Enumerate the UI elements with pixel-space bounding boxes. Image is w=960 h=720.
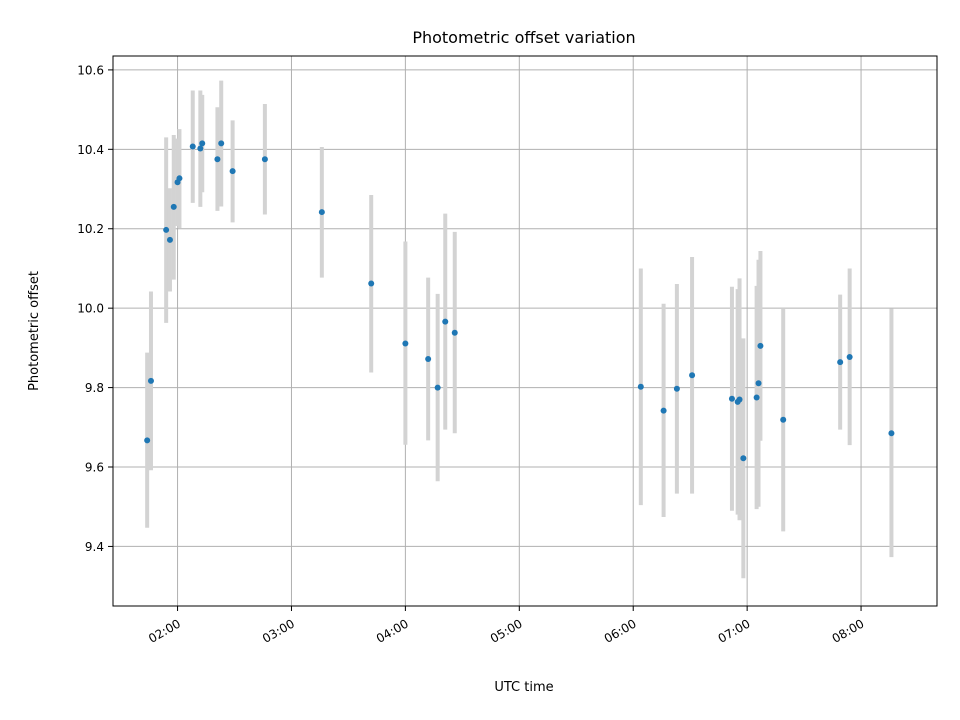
data-point — [637, 383, 644, 390]
data-point — [218, 140, 225, 147]
data-point — [176, 175, 183, 182]
data-point — [757, 342, 764, 349]
y-axis-label: Photometric offset — [27, 271, 42, 391]
plot-frame — [112, 55, 938, 607]
data-point — [144, 437, 151, 444]
data-point — [740, 455, 747, 462]
y-tick-label: 10.2 — [77, 222, 104, 236]
data-point — [199, 140, 206, 147]
data-point — [425, 355, 432, 362]
x-axis-label: UTC time — [494, 680, 553, 695]
y-tick-label: 9.4 — [85, 540, 104, 554]
y-tick-label: 10.0 — [77, 302, 104, 316]
data-point — [673, 385, 680, 392]
data-point — [163, 226, 170, 233]
data-point — [442, 318, 449, 325]
data-point — [888, 430, 895, 437]
data-point — [318, 209, 325, 216]
y-tick-label: 9.6 — [85, 461, 104, 475]
y-tick-label: 10.6 — [77, 63, 104, 77]
data-point — [368, 280, 375, 287]
data-point — [753, 394, 760, 401]
data-point — [229, 168, 236, 175]
data-point — [780, 416, 787, 423]
data-point — [170, 203, 177, 210]
data-point — [402, 340, 409, 347]
data-point — [451, 329, 458, 336]
data-point — [166, 236, 173, 243]
data-point — [434, 384, 441, 391]
data-point — [214, 156, 221, 163]
data-point — [837, 359, 844, 366]
y-axis: 9.4 9.6 9.8 10.0 10.2 10.4 10.6 — [77, 63, 113, 554]
data-point — [728, 395, 735, 402]
data-point — [736, 396, 743, 403]
y-tick-label: 9.8 — [85, 381, 104, 395]
grid — [113, 56, 937, 606]
y-tick-label: 10.4 — [77, 143, 104, 157]
data-point — [197, 145, 204, 152]
data-point — [189, 143, 196, 150]
data-point — [261, 156, 268, 163]
data-point — [755, 380, 762, 387]
data-point — [846, 354, 853, 361]
data-points — [144, 140, 895, 462]
data-point — [689, 372, 696, 379]
data-point — [660, 407, 667, 414]
data-point — [147, 377, 154, 384]
chart-title: Photometric offset variation — [412, 28, 635, 47]
